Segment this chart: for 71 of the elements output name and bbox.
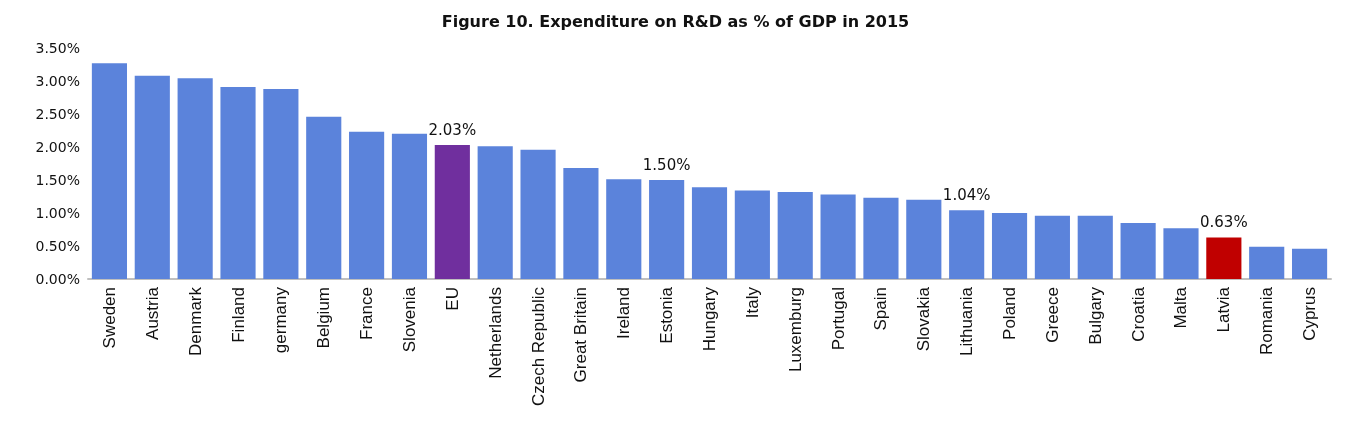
x-tick-label: Netherlands <box>485 287 505 379</box>
x-tick-label: Estonia <box>657 286 677 344</box>
x-tick-label: Bulgary <box>1085 286 1105 345</box>
y-tick-label: 0.00% <box>35 271 80 287</box>
x-tick-label: Denmark <box>185 286 205 356</box>
y-tick-label: 3.00% <box>35 73 80 89</box>
bar <box>434 145 470 279</box>
x-tick-label: Malta <box>1171 286 1191 329</box>
bar <box>1206 237 1242 279</box>
x-tick-label: Austria <box>142 286 162 340</box>
data-label: 2.03% <box>428 120 477 139</box>
bar <box>991 213 1028 279</box>
x-tick-label: Croatia <box>1128 286 1148 342</box>
bar <box>649 180 685 279</box>
x-tick-label: Finland <box>228 287 248 343</box>
bar <box>906 199 942 279</box>
y-tick-label: 3.50% <box>35 40 80 56</box>
x-tick-label: Portugal <box>828 287 848 351</box>
x-tick-label: Lithuania <box>957 286 977 357</box>
bar <box>520 149 556 279</box>
x-tick-label: Romania <box>1257 286 1277 356</box>
bar <box>1120 222 1156 279</box>
x-tick-label: Great Britain <box>571 287 591 383</box>
bar <box>1034 215 1070 279</box>
x-tick-label: EU <box>442 287 462 311</box>
y-tick-label: 0.50% <box>35 238 80 254</box>
bar <box>777 191 813 279</box>
bar <box>863 197 899 279</box>
x-tick-label: Luxemburg <box>785 287 805 373</box>
bar <box>177 78 213 279</box>
bar <box>91 63 127 279</box>
bar <box>263 88 299 279</box>
bar <box>220 86 256 279</box>
x-tick-label: Latvia <box>1214 286 1234 333</box>
x-tick-label: germany <box>271 286 291 354</box>
bar <box>606 179 642 279</box>
x-tick-label: France <box>357 287 377 340</box>
bar <box>349 131 385 279</box>
data-label: 1.04% <box>942 185 991 204</box>
bar <box>563 168 599 279</box>
x-tick-label: Czech Republic <box>528 286 548 407</box>
x-tick-label: Greece <box>1042 287 1062 343</box>
bar <box>391 133 428 279</box>
y-tick-label: 2.50% <box>35 106 80 122</box>
bar <box>1163 228 1199 279</box>
x-tick-label: Spain <box>871 287 891 331</box>
data-label: 0.63% <box>1200 212 1248 231</box>
bar <box>1249 246 1285 279</box>
bar <box>949 210 985 279</box>
x-tick-label: Hungary <box>700 286 719 352</box>
bar <box>820 194 856 279</box>
x-tick-label: Ireland <box>614 287 634 339</box>
bar <box>306 116 342 279</box>
bar <box>477 146 513 279</box>
bar <box>1077 215 1113 279</box>
y-tick-label: 1.50% <box>35 172 80 188</box>
chart-title: Figure 10. Expenditure on R&D as % of GDP in 2015 <box>441 11 910 31</box>
x-tick-label: Slovakia <box>914 286 934 352</box>
bar <box>691 187 728 279</box>
y-tick-label: 1.00% <box>35 205 80 221</box>
bar <box>134 75 170 279</box>
x-tick-label: Sweden <box>99 287 119 349</box>
bar <box>734 190 770 279</box>
x-tick-label: Slovenia <box>399 286 419 353</box>
x-tick-label: Poland <box>1000 287 1020 340</box>
x-tick-label: Cyprus <box>1300 287 1320 341</box>
bar <box>1292 248 1328 279</box>
x-tick-label: Belgium <box>314 287 334 349</box>
data-label: 1.50% <box>642 155 691 174</box>
y-tick-label: 2.00% <box>35 139 80 155</box>
x-tick-label: Italy <box>742 286 762 319</box>
